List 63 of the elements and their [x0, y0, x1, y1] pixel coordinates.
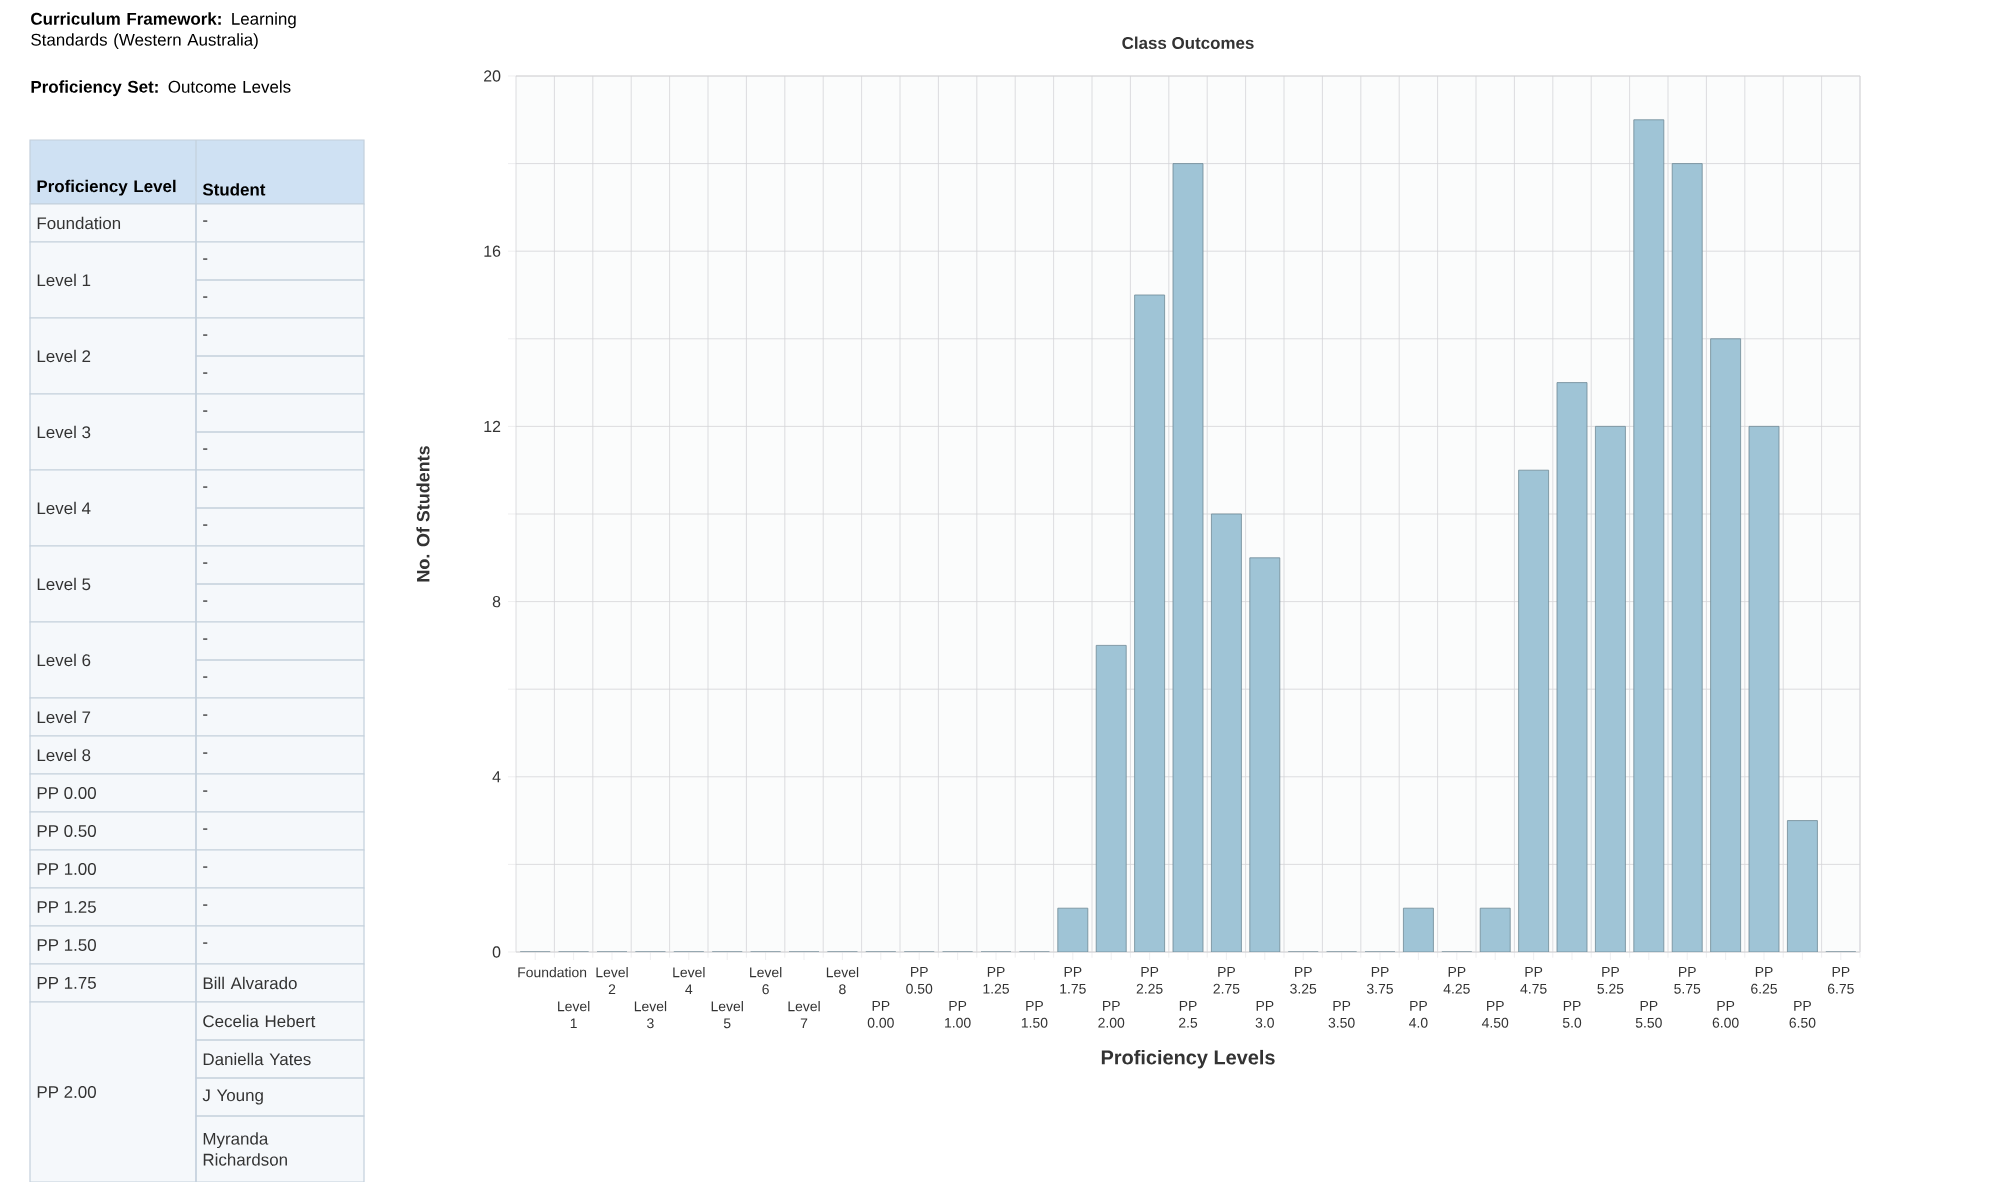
- text: -: [203, 676, 208, 678]
- x-axis-title: Proficiency Levels: [1101, 1049, 1275, 1069]
- bar: [1057, 907, 1089, 952]
- text: -: [203, 828, 208, 830]
- text: -: [203, 258, 208, 260]
- category-label: Proficiency Level: [37, 179, 176, 196]
- category-label: PP 0.50: [37, 825, 96, 837]
- text: -: [203, 904, 208, 906]
- category-label: PP 2.00: [37, 1086, 96, 1098]
- text: -: [203, 448, 208, 450]
- category-label: PP 1.00: [37, 863, 96, 875]
- category-label: Level 4: [37, 501, 91, 515]
- bar: [1710, 338, 1742, 952]
- text: -: [203, 296, 208, 298]
- chart-title: Class Outcomes: [1122, 36, 1254, 49]
- text: -: [203, 790, 208, 792]
- bar: [1403, 907, 1434, 952]
- text: Cecelia Hebert: [203, 1014, 316, 1028]
- bar: [1211, 513, 1242, 952]
- category-label: PP 0.00: [37, 787, 96, 799]
- text: Bill Alvarado: [203, 976, 297, 990]
- bar: [1479, 907, 1511, 952]
- text: Daniella Yates: [203, 1052, 311, 1066]
- category-label: Level 1: [37, 273, 91, 287]
- text: -: [203, 486, 208, 488]
- text: J Young: [202, 1089, 263, 1105]
- text: -: [203, 410, 208, 412]
- text: -: [203, 638, 208, 640]
- text: -: [203, 866, 208, 868]
- bar: [1556, 382, 1588, 952]
- category-label: Level 5: [37, 577, 91, 591]
- category-label: Level 2: [37, 349, 91, 363]
- text: -: [203, 752, 208, 754]
- bar: [1095, 644, 1127, 952]
- text: -: [203, 220, 208, 222]
- bar: [1518, 469, 1550, 952]
- text: -: [203, 714, 208, 716]
- category-label: Student: [202, 183, 266, 196]
- bar: [1249, 557, 1281, 952]
- category-label: Level 7: [37, 710, 91, 724]
- text: -: [203, 562, 208, 564]
- bar: [1748, 425, 1780, 952]
- bar: [1633, 119, 1665, 952]
- text: -: [203, 942, 208, 944]
- bar: [1671, 163, 1703, 952]
- text: -: [203, 600, 208, 602]
- category-label: PP 1.50: [37, 939, 96, 951]
- category-label: Level 3: [37, 425, 91, 439]
- text: -: [203, 524, 208, 526]
- text: Myranda Richardson: [203, 1132, 287, 1166]
- text: Proficiency Set: Outcome Levels: [31, 80, 291, 97]
- text: -: [203, 334, 208, 336]
- bar: [1172, 163, 1204, 952]
- category-label: Level 8: [37, 748, 91, 762]
- text: Curriculum Framework: Learning Standards (Western Australia): [31, 12, 296, 50]
- bar: [1787, 820, 1818, 952]
- category-label: PP 1.25: [37, 901, 96, 913]
- category-label: Level 6: [37, 653, 91, 667]
- category-label: Foundation: [37, 216, 121, 230]
- y-axis-title: No. Of Students: [416, 446, 430, 582]
- bar: [1595, 425, 1626, 952]
- text: -: [203, 372, 208, 374]
- bar: [1134, 294, 1166, 952]
